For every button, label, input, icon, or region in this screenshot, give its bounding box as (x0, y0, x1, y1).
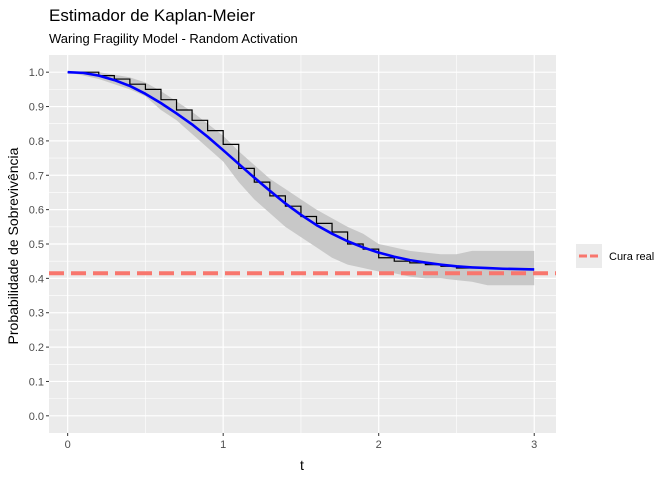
confidence-band-layer (67, 72, 535, 286)
x-tick-label: 2 (376, 439, 382, 451)
confidence-band (67, 72, 535, 286)
y-tick-label: 0.9 (29, 102, 44, 114)
y-tick-label: 0.7 (29, 170, 44, 182)
model-curve-layer (67, 70, 535, 271)
y-tick-label: 0.0 (29, 411, 44, 423)
y-tick-label: 1.0 (29, 67, 44, 79)
model-survival-curve (67, 70, 535, 271)
y-tick-label: 0.8 (29, 136, 44, 148)
y-axis-title: Probabilidade de Sobrevivência (5, 147, 21, 344)
x-axis-title: t (300, 457, 304, 473)
y-tick-label: 0.6 (29, 205, 44, 217)
y-tick-label: 0.2 (29, 342, 44, 354)
legend-label-cure: Cura real (609, 251, 654, 263)
y-tick-label: 0.4 (29, 273, 44, 285)
legend: Cura real (576, 244, 654, 268)
x-axis-ticks: 0 1 2 3 (65, 433, 537, 451)
major-gridlines (49, 55, 556, 433)
y-tick-label: 0.3 (29, 308, 44, 320)
x-tick-label: 1 (220, 439, 226, 451)
y-tick-label: 0.1 (29, 376, 44, 388)
chart-title: Estimador de Kaplan-Meier (49, 6, 255, 25)
y-tick-label: 0.5 (29, 239, 44, 251)
x-tick-label: 3 (531, 439, 537, 451)
x-tick-label: 0 (65, 439, 71, 451)
y-axis-ticks: 0.0 0.1 0.2 0.3 0.4 0.5 0.6 0.7 0.8 0.9 1.0 (29, 67, 49, 423)
chart-subtitle: Waring Fragility Model - Random Activati… (49, 31, 298, 46)
